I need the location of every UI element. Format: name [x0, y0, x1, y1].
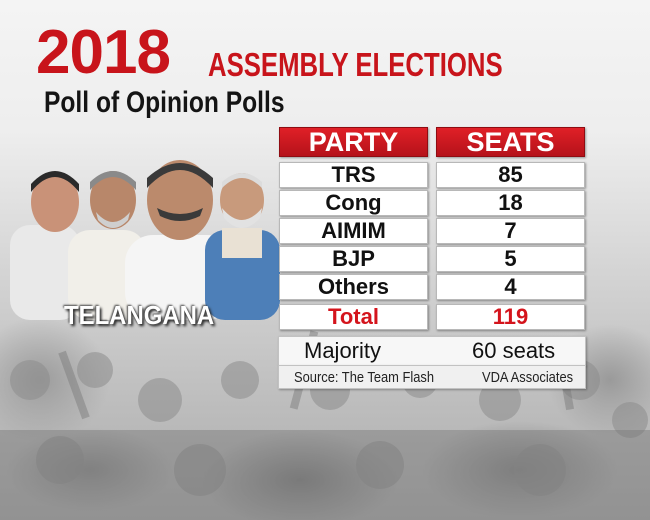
row-seats: 7: [436, 218, 585, 244]
row-seats: 4: [436, 274, 585, 300]
header-seats: SEATS: [436, 127, 585, 157]
row-seats: 85: [436, 162, 585, 188]
person-1: [10, 171, 80, 320]
total-label: Total: [279, 304, 428, 330]
row-party: AIMIM: [279, 218, 428, 244]
source-label: Source: The Team Flash: [294, 368, 435, 386]
person-4: [205, 173, 280, 320]
title-row: 2018 ASSEMBLY ELECTIONS: [36, 18, 636, 87]
total-value: 119: [436, 304, 585, 330]
row-party: Others: [279, 274, 428, 300]
title-year: 2018: [36, 18, 171, 87]
row-seats: 18: [436, 190, 585, 216]
state-label: TELANGANA: [64, 300, 215, 330]
row-seats: 5: [436, 246, 585, 272]
row-party: BJP: [279, 246, 428, 272]
majority-box: [278, 336, 586, 366]
source-secondary: VDA Associates: [482, 368, 574, 386]
crowd-silhouettes: [0, 330, 650, 520]
row-party: Cong: [279, 190, 428, 216]
subtitle: Poll of Opinion Polls: [44, 86, 285, 119]
header-party: PARTY: [279, 127, 428, 157]
leaders-photo: [10, 160, 280, 320]
majority-value: 60 seats: [472, 338, 556, 363]
source-box: [278, 365, 586, 389]
title-event: ASSEMBLY ELECTIONS: [208, 46, 503, 83]
row-party: TRS: [279, 162, 428, 188]
majority-label: Majority: [304, 338, 382, 363]
